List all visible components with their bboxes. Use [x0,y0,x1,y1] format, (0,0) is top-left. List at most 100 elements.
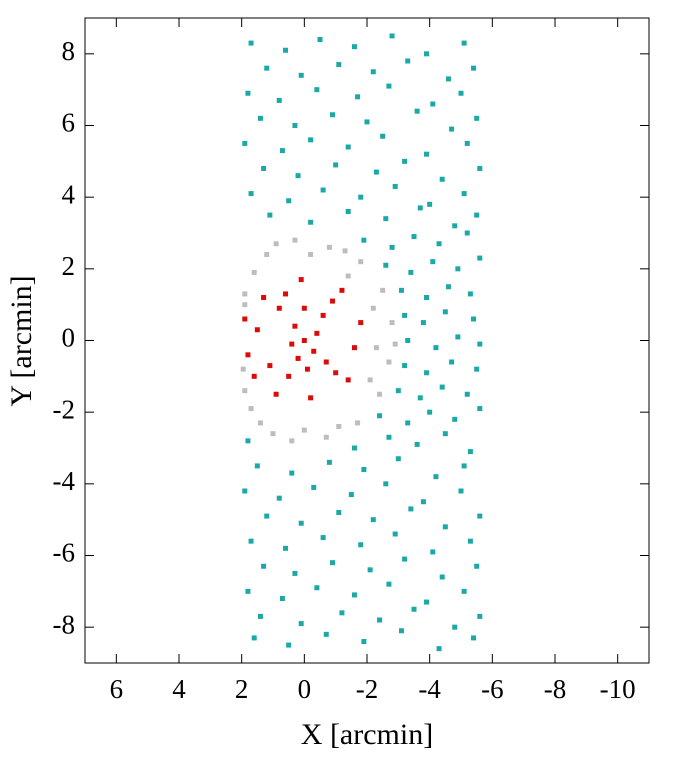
point [283,545,289,551]
point [445,284,451,290]
point [267,363,273,369]
point [251,269,257,275]
point [257,420,263,426]
point [442,524,448,530]
point [245,438,251,444]
point [424,370,430,376]
point [383,262,389,268]
point [320,535,326,541]
point [242,291,248,297]
point [355,420,361,426]
point [380,287,386,293]
point [398,628,404,634]
point [326,244,332,250]
point [370,69,376,75]
point [289,438,295,444]
point [301,338,307,343]
point [471,635,477,641]
point [254,463,260,469]
point [333,370,339,376]
point [320,187,326,193]
point [358,320,364,326]
point [436,646,442,652]
point [351,44,357,50]
point [251,373,257,379]
point [240,366,246,372]
y-tick-label: -2 [53,394,76,424]
point [286,642,292,648]
point [351,445,357,451]
point [442,309,448,315]
point [264,252,270,257]
point [292,570,298,576]
point [424,51,430,57]
point [386,83,392,89]
point [370,305,376,311]
point [449,126,455,132]
point [358,259,364,265]
point [408,269,414,275]
point [248,191,254,197]
point [248,406,254,412]
point [402,158,408,164]
point [377,391,383,397]
point [377,617,383,623]
y-axis-label: Y [arcmin] [5,275,38,406]
point [411,234,417,240]
point [442,431,448,437]
point [264,513,270,519]
x-tick-label: 4 [172,674,186,704]
x-tick-label: -4 [418,674,441,704]
point [411,606,417,612]
point [295,173,301,179]
point [289,470,295,476]
point [355,94,361,100]
point [433,474,439,480]
y-tick-label: 8 [62,36,76,66]
point [311,348,317,354]
point [477,166,483,171]
point [279,596,285,601]
point [452,416,458,422]
point [467,291,473,297]
point [248,538,254,544]
point [276,495,282,501]
point [276,97,282,103]
point [345,377,351,383]
point [386,359,392,365]
point [395,456,401,462]
point [405,338,411,343]
point [458,488,464,494]
point [261,166,267,171]
point [345,209,351,214]
point [477,613,483,619]
point [424,151,430,157]
y-tick-label: 0 [62,323,76,353]
point [308,252,314,257]
point [289,341,295,347]
point [292,323,298,329]
point [477,513,483,519]
point [464,140,470,146]
point [301,427,307,433]
y-tick-label: -6 [53,538,76,568]
point [257,613,263,619]
point [295,355,301,361]
point [333,162,339,168]
point [439,384,445,390]
point [251,635,257,641]
point [474,366,480,372]
point [248,40,254,46]
point [455,334,461,340]
point [298,277,304,283]
point [364,119,370,125]
point [405,58,411,64]
point [383,481,389,487]
point [464,391,470,397]
point [408,506,414,512]
point [345,144,351,150]
point [424,599,430,605]
point [326,459,332,465]
